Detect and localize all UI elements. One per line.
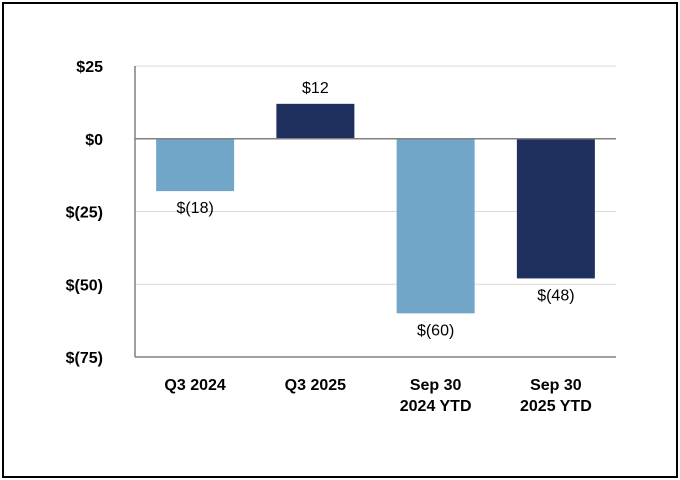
- bar: [276, 103, 355, 139]
- data-labels: $(18) $12 $(60) $(48): [176, 80, 574, 340]
- data-label: $(48): [537, 287, 574, 304]
- x-tick-label: Sep 30: [530, 377, 582, 394]
- y-tick-label: $25: [76, 59, 103, 76]
- y-tick-label: $(75): [66, 350, 103, 367]
- x-tick-label: 2024 YTD: [400, 398, 472, 415]
- data-label: $12: [302, 80, 329, 97]
- data-label: $(60): [417, 322, 454, 339]
- bar: [396, 138, 475, 314]
- axes: [134, 66, 616, 358]
- y-tick-label: $(25): [66, 205, 103, 222]
- y-tick-labels: $25 $0 $(25) $(50) $(75): [66, 59, 103, 367]
- y-tick-label: $0: [85, 132, 103, 149]
- data-label: $(18): [176, 200, 213, 217]
- bar: [516, 138, 595, 279]
- x-tick-label: Sep 30: [410, 377, 462, 394]
- x-tick-label: Q3 2025: [285, 377, 346, 394]
- bars: [156, 103, 595, 314]
- x-tick-label: Q3 2024: [164, 377, 225, 394]
- x-tick-labels: Q3 2024 Q3 2025 Sep 30 2024 YTD Sep 30 2025 Y…: [164, 377, 591, 415]
- bar: [156, 138, 235, 192]
- y-tick-label: $(50): [66, 277, 103, 294]
- x-tick-label: 2025 YTD: [520, 398, 592, 415]
